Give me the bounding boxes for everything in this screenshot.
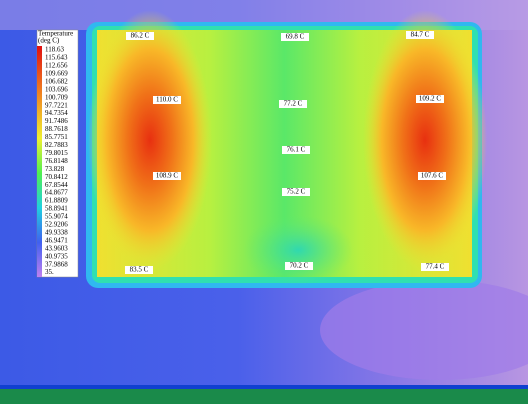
probe-label-bg xyxy=(153,96,181,104)
legend-value: 91.7486 xyxy=(45,117,68,125)
legend-value: 61.8809 xyxy=(45,197,68,205)
legend-value: 43.9603 xyxy=(45,244,68,252)
floor-line xyxy=(0,385,528,389)
probe-label: 77.2 C xyxy=(284,100,303,108)
hot-zone-left xyxy=(88,10,212,270)
probe-label-bg xyxy=(421,263,449,271)
probe-label-bg xyxy=(281,33,309,41)
probe-label-bg xyxy=(416,95,444,103)
legend-title: Temperature xyxy=(38,30,73,38)
legend-value: 88.7618 xyxy=(45,125,68,133)
legend-value: 67.8544 xyxy=(45,181,68,189)
probe-label-bg xyxy=(285,262,313,270)
legend xyxy=(36,29,79,278)
probe-label-bg xyxy=(282,188,310,196)
legend-value: 109.669 xyxy=(45,69,68,77)
probe-label-bg xyxy=(126,32,154,40)
legend-value: 64.8677 xyxy=(45,189,68,197)
legend-value: 70.8412 xyxy=(45,173,68,181)
legend-value: 73.828 xyxy=(45,165,65,173)
legend-value: 37.9868 xyxy=(45,260,68,268)
probe-label-bg xyxy=(418,172,446,180)
hot-zone-right xyxy=(363,10,487,270)
probe-label: 86.2 C xyxy=(131,32,150,40)
probe-label: 70.2 C xyxy=(290,262,309,270)
legend-value: 58.8941 xyxy=(45,205,68,213)
probe-label-bg xyxy=(406,31,434,39)
legend-color-bar xyxy=(37,46,42,277)
probe-label: 107.6 C xyxy=(421,172,444,180)
cool-zone xyxy=(243,215,353,285)
legend-value: 112.656 xyxy=(45,62,68,70)
probe-label: 75.2 C xyxy=(287,188,306,196)
legend-value: 82.7883 xyxy=(45,141,68,149)
legend-value: 46.9471 xyxy=(45,236,68,244)
legend-value: 118.63 xyxy=(45,46,64,54)
probe-label: 109.2 C xyxy=(419,95,442,103)
legend-value: 100.709 xyxy=(45,93,68,101)
probe-label-bg xyxy=(125,266,153,274)
legend-value: 115.643 xyxy=(45,54,68,62)
legend-unit: (deg C) xyxy=(38,37,60,45)
probe-label: 76.1 C xyxy=(287,146,306,154)
legend-value: 106.682 xyxy=(45,77,68,85)
legend-value: 97.7221 xyxy=(45,101,68,109)
probe-label: 77.4 C xyxy=(426,263,445,271)
legend-value: 49.9338 xyxy=(45,228,68,236)
legend-value: 52.9206 xyxy=(45,221,68,229)
floor xyxy=(0,389,528,404)
probe-label: 69.8 C xyxy=(286,33,305,41)
probe-label-bg xyxy=(279,100,307,108)
probe-label-bg xyxy=(282,146,310,154)
probe-label: 83.5 C xyxy=(130,266,149,274)
probe-label: 84.7 C xyxy=(411,31,430,39)
legend-value: 85.7751 xyxy=(45,133,68,141)
flow-region xyxy=(320,280,528,380)
legend-value: 103.696 xyxy=(45,85,68,93)
probe-label-bg xyxy=(153,172,181,180)
legend-value: 40.9735 xyxy=(45,252,68,260)
legend-value: 55.9074 xyxy=(45,213,68,221)
labels: 86.2 C 69.8 C 84.7 C 110.0 C 77.2 C 109.2 C 76… xyxy=(125,31,449,274)
probe-label: 108.9 C xyxy=(156,172,179,180)
probe-label: 110.0 C xyxy=(156,96,178,104)
legend-value: 79.8015 xyxy=(45,149,68,157)
legend-value: 76.8148 xyxy=(45,157,68,165)
legend-value: 35. xyxy=(45,268,54,276)
legend-value: 94.7354 xyxy=(45,109,68,117)
